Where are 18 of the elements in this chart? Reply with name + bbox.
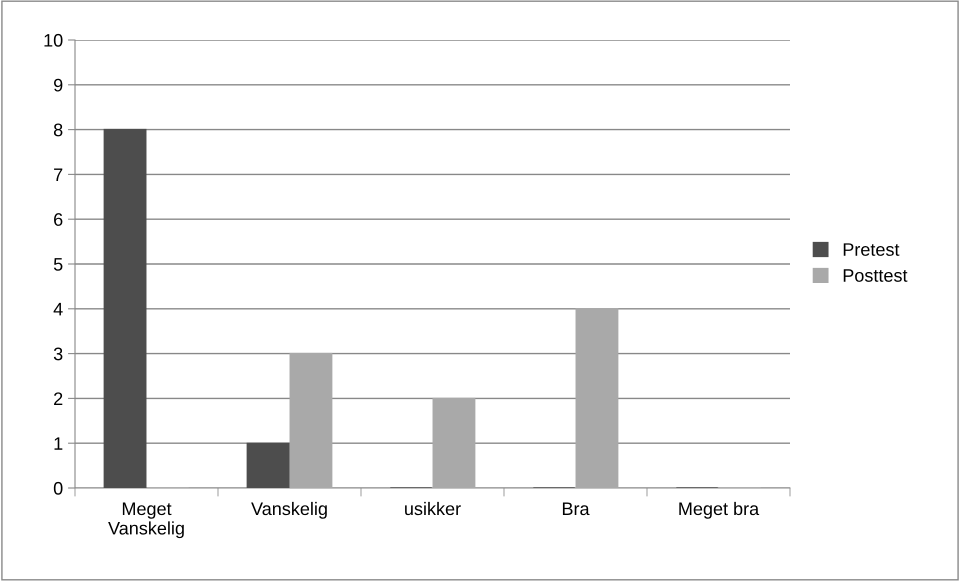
x-tick-label: usikker: [405, 502, 461, 516]
y-tick-label: 3: [54, 348, 62, 360]
y-tick-label: 1: [54, 437, 62, 450]
y-tick-label: 2: [54, 392, 62, 405]
x-tick-label: Bra: [562, 502, 590, 516]
x-tick-label: Vanskelig: [251, 502, 327, 519]
y-tick-label: 7: [54, 168, 62, 181]
x-tick-label: Meget Vanskelig: [108, 502, 184, 538]
legend-label: Pretest: [844, 243, 900, 256]
y-tick-label: 9: [54, 78, 62, 92]
y-tick-label: 4: [54, 302, 63, 316]
x-tick-label: Meget bra: [679, 502, 760, 519]
legend-label: Posttest: [844, 269, 908, 282]
y-tick-label: 5: [54, 258, 62, 271]
y-tick-label: 0: [54, 482, 62, 495]
y-tick-label: 8: [54, 124, 62, 136]
y-tick-label: 6: [54, 213, 62, 226]
y-tick-label: 10: [44, 34, 62, 47]
